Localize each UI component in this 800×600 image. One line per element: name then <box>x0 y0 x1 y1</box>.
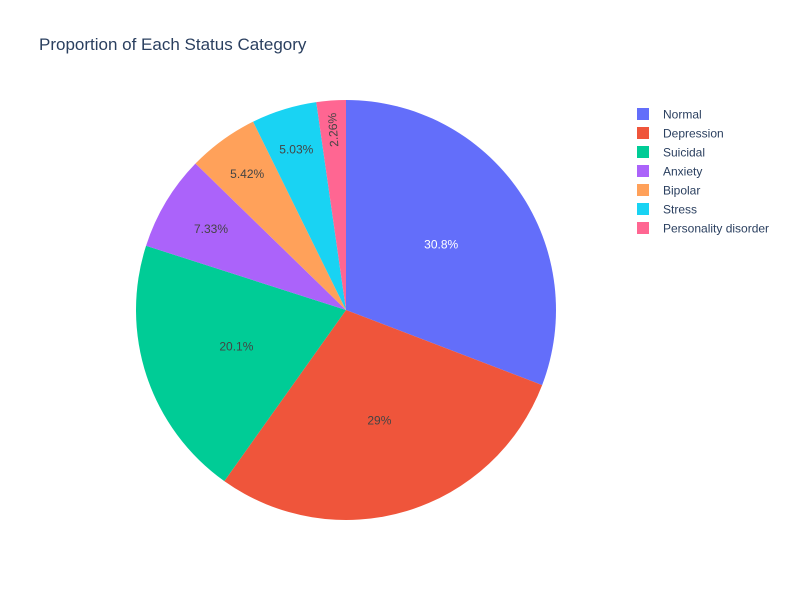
legend-swatch-normal <box>637 108 649 120</box>
legend-swatch-bipolar <box>637 184 649 196</box>
pie-slice-normal <box>346 100 556 386</box>
legend-item-depression[interactable]: Depression <box>637 127 724 141</box>
legend-label-suicidal: Suicidal <box>663 146 705 160</box>
legend-item-bipolar[interactable]: Bipolar <box>637 184 700 198</box>
pie-slice-stress <box>253 102 346 311</box>
legend-label-depression: Depression <box>663 127 724 141</box>
slice-label-depression: 29% <box>367 414 391 428</box>
pie-slice-anxiety <box>146 163 346 310</box>
legend-swatch-suicidal <box>637 146 649 158</box>
legend-item-normal[interactable]: Normal <box>637 108 702 122</box>
slice-label-stress: 5.03% <box>279 143 313 157</box>
slice-label-bipolar: 5.42% <box>230 167 264 181</box>
legend-item-anxiety[interactable]: Anxiety <box>637 165 702 179</box>
legend-swatch-depression <box>637 127 649 139</box>
legend: Normal Depression Suicidal Anxiety Bipolar St… <box>637 108 769 236</box>
slice-label-personality-disorder: 2.26% <box>325 112 341 147</box>
legend-label-anxiety: Anxiety <box>663 165 702 179</box>
pie-slice-depression <box>224 310 543 521</box>
pie-slice-suicidal <box>136 245 346 482</box>
pie-slice-bipolar <box>195 121 346 310</box>
legend-item-personality-disorder[interactable]: Personality disorder <box>637 222 769 236</box>
pie-slices <box>136 100 556 521</box>
pie-slice-labels: 30.8% 29% 20.1% 7.33% 5.42% 5.03% 2.26% <box>194 112 459 427</box>
legend-item-suicidal[interactable]: Suicidal <box>637 146 705 160</box>
legend-label-stress: Stress <box>663 203 697 217</box>
legend-label-normal: Normal <box>663 108 702 122</box>
slice-label-suicidal: 20.1% <box>219 339 253 353</box>
legend-swatch-stress <box>637 203 649 215</box>
slice-label-normal: 30.8% <box>424 238 458 252</box>
legend-swatch-anxiety <box>637 165 649 177</box>
legend-label-personality-disorder: Personality disorder <box>663 222 769 236</box>
legend-item-stress[interactable]: Stress <box>637 203 697 217</box>
slice-label-anxiety: 7.33% <box>194 222 228 236</box>
pie-slice-personality-disorder <box>316 100 346 310</box>
chart-title: Proportion of Each Status Category <box>39 35 307 54</box>
legend-swatch-personality-disorder <box>637 222 649 234</box>
legend-label-bipolar: Bipolar <box>663 184 700 198</box>
